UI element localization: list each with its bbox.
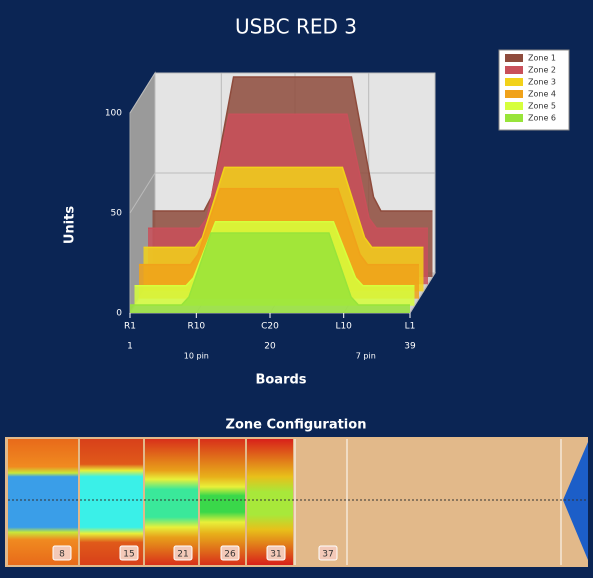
chart-title: USBC RED 3	[235, 15, 357, 39]
marker-box	[220, 545, 240, 561]
area-line	[134, 221, 415, 287]
legend-label: Zone 1	[528, 54, 556, 63]
y-tick-label: 0	[116, 309, 122, 319]
x-tick-label: R1	[124, 322, 136, 332]
area-line	[139, 187, 419, 266]
marker-box	[119, 545, 139, 561]
x-tick-label: R10	[187, 322, 205, 332]
area-fill	[130, 233, 410, 313]
marker-label: 21	[177, 550, 188, 560]
x-axis-label: Boards	[255, 373, 306, 388]
zone-strip	[145, 439, 198, 565]
area-line	[148, 113, 428, 229]
legend-swatch	[505, 114, 523, 122]
legend-label: Zone 3	[528, 78, 556, 87]
legend-label: Zone 5	[528, 102, 556, 111]
area-line	[143, 166, 424, 249]
legend-label: Zone 4	[528, 90, 556, 99]
annotation: 7 pin	[356, 352, 376, 361]
x-tick-label: C20	[261, 322, 279, 332]
legend-swatch	[505, 78, 523, 86]
zone-markers: 8 15 21 26 31 37	[52, 545, 338, 561]
x-tick-label: L1	[405, 322, 416, 332]
legend-swatch	[505, 90, 523, 98]
legend-swatch	[505, 102, 523, 110]
legend-label: Zone 6	[528, 114, 556, 123]
plot: 0 50 100 R1 R10 C20 L10 L1 1 20 39 10 pin 7 pin	[105, 71, 436, 361]
marker-label: 37	[322, 550, 333, 560]
legend-swatch	[505, 54, 523, 62]
zone-strip	[200, 439, 245, 565]
marker-label: 26	[224, 550, 236, 560]
annotation: 10 pin	[184, 352, 209, 361]
zone-strip	[80, 439, 143, 565]
y-tick-label: 50	[111, 209, 123, 219]
marker-label: 15	[123, 550, 134, 560]
y-axis-label: Units	[63, 206, 78, 244]
zone-strip	[247, 439, 293, 565]
legend: Zone 1 Zone 2 Zone 3 Zone 4 Zone 5 Zone 6	[505, 54, 556, 123]
grid-line	[409, 73, 436, 314]
y-tick-label: 100	[105, 109, 122, 119]
zone-panel	[5, 437, 588, 567]
x-tick-label: L10	[335, 322, 352, 332]
zone-title: Zone Configuration	[226, 418, 367, 433]
area-line	[152, 76, 433, 212]
zone-strip	[8, 439, 78, 565]
x-tick-label-secondary: 20	[264, 342, 276, 352]
marker-box	[173, 545, 193, 561]
area-line	[130, 232, 410, 306]
marker-label: 31	[270, 550, 281, 560]
marker-box	[318, 545, 338, 561]
pin-marker	[563, 442, 588, 560]
marker-box	[266, 545, 286, 561]
legend-swatch	[505, 66, 523, 74]
marker-box	[52, 545, 72, 561]
legend-label: Zone 2	[528, 66, 556, 75]
x-tick-label-secondary: 1	[127, 342, 133, 352]
marker-label: 8	[59, 550, 65, 560]
x-tick-label-secondary: 39	[404, 342, 416, 352]
